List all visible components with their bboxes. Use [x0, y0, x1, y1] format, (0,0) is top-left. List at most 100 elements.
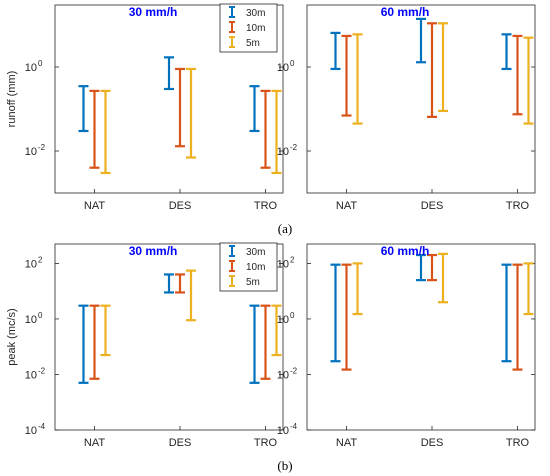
caption-b: (b)	[277, 458, 292, 473]
y-axis-label: runoff (mm)	[6, 71, 18, 128]
y-tick-exponent: 0	[38, 59, 43, 68]
x-tick-label: DES	[421, 200, 444, 212]
legend-label: 10m	[246, 23, 265, 34]
legend-label: 30m	[246, 247, 265, 258]
y-tick-base: 10	[277, 146, 289, 158]
range-bar-30m-TRO	[501, 33, 512, 71]
range-bar-5m-NAT	[100, 304, 111, 357]
chart-title: 60 mm/h	[381, 5, 430, 19]
x-tick-label: DES	[169, 437, 192, 449]
legend-label: 30m	[246, 8, 265, 19]
range-bar-5m-TRO	[523, 262, 534, 316]
y-tick-label: 10	[277, 425, 289, 437]
y-tick-base: 10	[25, 314, 37, 326]
y-tick-base: 10	[277, 258, 289, 270]
y-tick-label: 10	[25, 314, 37, 326]
legend-label: 10m	[246, 262, 265, 273]
legend: 30m 10m 5m	[219, 242, 278, 292]
y-tick-label: 10	[277, 314, 289, 326]
legend-item-10m: 10m	[229, 260, 265, 273]
chart-title: 60 mm/h	[381, 244, 430, 258]
range-bar-5m-DES	[186, 67, 196, 159]
range-bar-30m-NAT	[330, 263, 341, 363]
y-tick-exponent: 2	[38, 255, 43, 264]
y-tick-base: 10	[277, 314, 289, 326]
y-tick-base: 10	[277, 62, 289, 74]
range-bar-5m-DES	[438, 252, 448, 304]
legend-item-5m: 5m	[229, 36, 260, 49]
range-bar-10m-DES	[175, 67, 185, 148]
range-bar-5m-NAT	[352, 262, 363, 316]
y-tick-base: 10	[25, 62, 37, 74]
y-tick-label: 10	[25, 425, 37, 437]
range-bar-10m-TRO	[260, 304, 271, 380]
range-bar-30m-NAT	[330, 31, 341, 71]
x-tick-label: DES	[169, 200, 192, 212]
range-bar-5m-TRO	[271, 89, 282, 175]
y-tick-label: 10	[25, 62, 37, 74]
x-tick-label: NAT	[84, 437, 105, 449]
x-tick-label: TRO	[254, 437, 278, 449]
y-tick-base: 10	[25, 258, 37, 270]
chart-title: 30 mm/h	[129, 5, 178, 19]
y-axis-label: peak (mc/s)	[6, 308, 18, 365]
y-tick-base: 10	[25, 369, 37, 381]
legend-label: 5m	[246, 277, 260, 288]
y-tick-label: 10	[277, 258, 289, 270]
y-tick-label: 10	[277, 62, 289, 74]
legend-item-30m: 30m	[229, 245, 265, 258]
y-tick-label: 10	[25, 369, 37, 381]
x-tick-label: DES	[421, 437, 444, 449]
y-tick-exponent: 0	[38, 311, 43, 320]
range-bar-30m-TRO	[501, 263, 512, 363]
legend-item-30m: 30m	[229, 6, 265, 19]
range-bar-10m-TRO	[512, 263, 523, 371]
chart-title: 30 mm/h	[129, 244, 178, 258]
range-bar-30m-DES	[164, 56, 174, 91]
range-bar-10m-DES	[175, 273, 185, 294]
x-tick-label: NAT	[336, 200, 357, 212]
range-bar-5m-NAT	[100, 89, 111, 175]
x-tick-label: TRO	[506, 437, 530, 449]
range-bar-30m-NAT	[78, 304, 89, 384]
caption-a: (a)	[278, 221, 292, 236]
range-bar-5m-TRO	[523, 36, 534, 125]
range-bar-30m-DES	[164, 273, 174, 294]
y-tick-label: 10	[25, 258, 37, 270]
range-bar-10m-DES	[427, 22, 437, 118]
range-bar-10m-TRO	[512, 34, 523, 116]
range-bar-10m-NAT	[89, 89, 100, 169]
legend: 30m 10m 5m	[219, 3, 278, 53]
legend-item-10m: 10m	[229, 21, 265, 34]
y-tick-exponent: -2	[290, 366, 298, 375]
range-bar-30m-DES	[416, 17, 426, 64]
y-tick-exponent: 0	[290, 311, 295, 320]
y-tick-base: 10	[25, 425, 37, 437]
y-tick-label: 10	[277, 146, 289, 158]
y-tick-exponent: 0	[290, 59, 295, 68]
legend-label: 5m	[246, 38, 260, 49]
x-tick-label: TRO	[506, 200, 530, 212]
range-bar-10m-TRO	[260, 89, 271, 169]
range-bar-10m-NAT	[89, 304, 100, 380]
y-tick-exponent: -2	[38, 366, 46, 375]
y-tick-label: 10	[277, 369, 289, 381]
legend-item-5m: 5m	[229, 275, 260, 288]
x-tick-label: NAT	[336, 437, 357, 449]
y-tick-exponent: 2	[290, 255, 295, 264]
x-tick-label: NAT	[84, 200, 105, 212]
y-tick-base: 10	[25, 146, 37, 158]
y-tick-base: 10	[277, 369, 289, 381]
range-bar-10m-DES	[427, 253, 437, 282]
y-tick-exponent: -2	[38, 143, 46, 152]
y-tick-exponent: -2	[290, 143, 298, 152]
y-tick-base: 10	[277, 425, 289, 437]
x-tick-label: TRO	[254, 200, 278, 212]
range-bar-30m-DES	[416, 253, 426, 282]
range-bar-30m-TRO	[249, 85, 260, 133]
